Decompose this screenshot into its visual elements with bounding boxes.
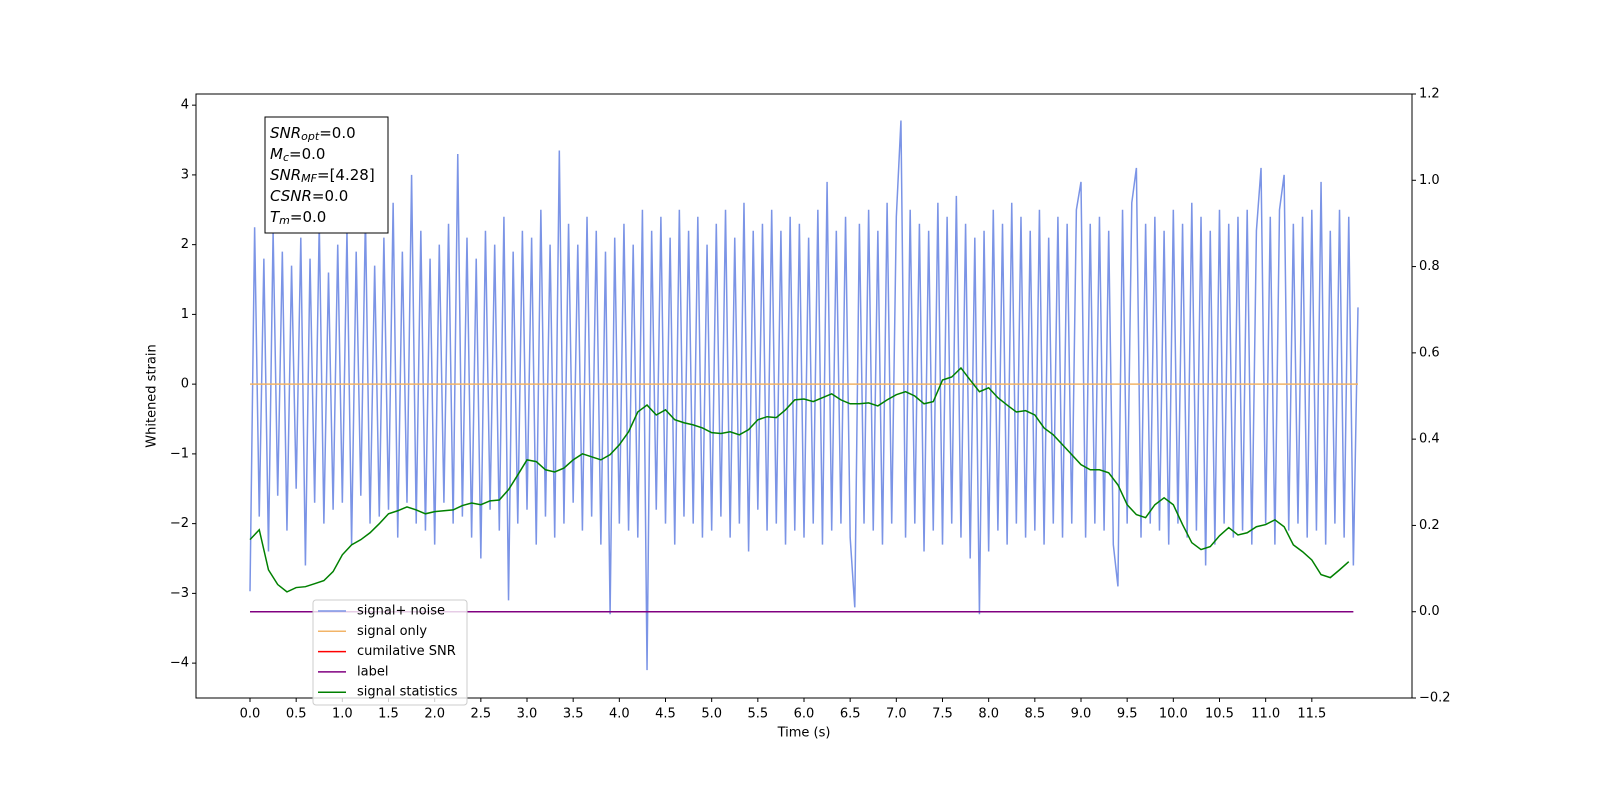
x-tick-label: 10.0 xyxy=(1159,707,1188,722)
x-tick-label: 7.5 xyxy=(932,707,953,722)
x-tick-label: 6.5 xyxy=(840,707,861,722)
y2-tick-label: 0.4 xyxy=(1419,432,1440,447)
x-tick-label: 7.0 xyxy=(886,707,907,722)
y2-tick-label: 0.0 xyxy=(1419,604,1440,619)
y2-tick-label: 0.8 xyxy=(1419,259,1440,274)
y-tick-label: −3 xyxy=(170,586,189,601)
x-tick-label: 0.5 xyxy=(286,707,307,722)
annotation-subscript: opt xyxy=(301,130,320,143)
annotation-line: SNRMF=[4.28] xyxy=(270,166,375,186)
y2-tick-label: 0.6 xyxy=(1419,345,1440,360)
annotation-subscript: c xyxy=(283,151,289,164)
annotation-symbol: SNR xyxy=(270,166,301,184)
axes-frame xyxy=(195,93,1413,699)
y-axis-label: Whitened strain xyxy=(145,344,160,447)
x-tick-label: 11.5 xyxy=(1297,707,1326,722)
y2-tick-label: 1.2 xyxy=(1419,87,1440,102)
annotation-value: =0.0 xyxy=(319,124,355,142)
legend-label: signal+ noise xyxy=(357,604,445,619)
annotation-symbol: M xyxy=(270,145,283,163)
y-tick-label: −2 xyxy=(170,516,189,531)
series-line xyxy=(249,120,1359,671)
x-tick-label: 6.0 xyxy=(794,707,815,722)
legend: signal+ noise signal only cumilative SNR la… xyxy=(312,599,468,706)
annotation: SNRopt=0.0Mc=0.0SNRMF=[4.28]CSNR=0.0Tm=0… xyxy=(264,116,389,234)
annotation-line: CSNR=0.0 xyxy=(270,187,348,205)
x-tick-label: 3.0 xyxy=(517,707,538,722)
y2-tick-label: −0.2 xyxy=(1419,691,1451,706)
y-tick-label: −4 xyxy=(170,656,189,671)
annotation-line: Mc=0.0 xyxy=(270,145,325,165)
x-tick-label: 8.0 xyxy=(978,707,999,722)
x-axis-label: Time (s) xyxy=(777,726,831,741)
x-tick-label: 11.0 xyxy=(1251,707,1280,722)
annotation-value: =0.0 xyxy=(289,145,325,163)
y2-tick-label: 1.0 xyxy=(1419,173,1440,188)
x-tick-label: 2.5 xyxy=(470,707,491,722)
y-tick-label: 3 xyxy=(181,167,189,182)
x-tick-label: 9.0 xyxy=(1071,707,1092,722)
legend-label: label xyxy=(357,664,388,679)
x-tick-label: 4.0 xyxy=(609,707,630,722)
annotation-line: Tm=0.0 xyxy=(270,208,326,228)
y-tick-label: −1 xyxy=(170,446,189,461)
x-tick-label: 1.5 xyxy=(378,707,399,722)
x-tick-label: 5.5 xyxy=(747,707,768,722)
y-tick-label: 4 xyxy=(181,98,189,113)
series-line xyxy=(249,366,1350,593)
annotation-line: SNRopt=0.0 xyxy=(270,124,356,144)
x-tick-label: 9.5 xyxy=(1117,707,1138,722)
annotation-symbol: T xyxy=(270,208,281,226)
annotation-symbol: SNR xyxy=(270,124,301,142)
annotation-value: =0.0 xyxy=(312,187,348,205)
legend-label: signal only xyxy=(357,624,427,639)
x-tick-label: 2.0 xyxy=(424,707,445,722)
annotation-box xyxy=(264,116,389,234)
legend-box xyxy=(312,599,468,706)
annotation-symbol: CSNR xyxy=(270,187,312,205)
legend-label: cumilative SNR xyxy=(357,644,456,659)
x-tick-label: 5.0 xyxy=(701,707,722,722)
y-tick-label: 2 xyxy=(181,237,189,252)
legend-label: signal statistics xyxy=(357,685,458,700)
y2-tick-label: 0.2 xyxy=(1419,518,1440,533)
x-tick-label: 1.0 xyxy=(332,707,353,722)
x-tick-label: 0.0 xyxy=(240,707,261,722)
y-tick-label: 0 xyxy=(181,377,189,392)
annotation-value: =0.0 xyxy=(290,208,326,226)
x-tick-label: 10.5 xyxy=(1205,707,1234,722)
annotation-subscript: MF xyxy=(301,172,317,185)
annotation-subscript: m xyxy=(279,214,290,227)
x-tick-label: 3.5 xyxy=(563,707,584,722)
y-tick-label: 1 xyxy=(181,307,189,322)
x-tick-label: 8.5 xyxy=(1024,707,1045,722)
x-tick-label: 4.5 xyxy=(655,707,676,722)
annotation-value: =[4.28] xyxy=(317,166,375,184)
